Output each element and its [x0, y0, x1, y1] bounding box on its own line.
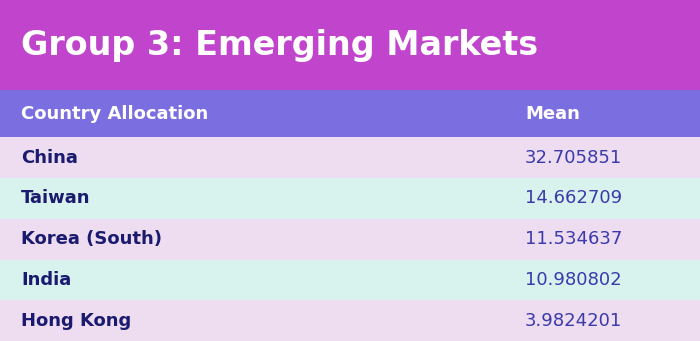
Text: 32.705851: 32.705851 — [525, 149, 622, 167]
FancyBboxPatch shape — [0, 137, 700, 178]
Text: 10.980802: 10.980802 — [525, 271, 622, 289]
Text: India: India — [21, 271, 71, 289]
FancyBboxPatch shape — [0, 260, 700, 300]
FancyBboxPatch shape — [0, 219, 700, 260]
Text: China: China — [21, 149, 78, 167]
FancyBboxPatch shape — [0, 0, 700, 90]
Text: Hong Kong: Hong Kong — [21, 312, 132, 330]
Text: 14.662709: 14.662709 — [525, 190, 622, 207]
Text: Taiwan: Taiwan — [21, 190, 90, 207]
Text: Mean: Mean — [525, 105, 580, 123]
FancyBboxPatch shape — [0, 300, 700, 341]
FancyBboxPatch shape — [0, 178, 700, 219]
Text: Country Allocation: Country Allocation — [21, 105, 209, 123]
Text: 11.534637: 11.534637 — [525, 230, 622, 248]
FancyBboxPatch shape — [0, 90, 700, 137]
Text: Korea (South): Korea (South) — [21, 230, 162, 248]
Text: Group 3: Emerging Markets: Group 3: Emerging Markets — [21, 29, 538, 62]
Text: 3.9824201: 3.9824201 — [525, 312, 622, 330]
